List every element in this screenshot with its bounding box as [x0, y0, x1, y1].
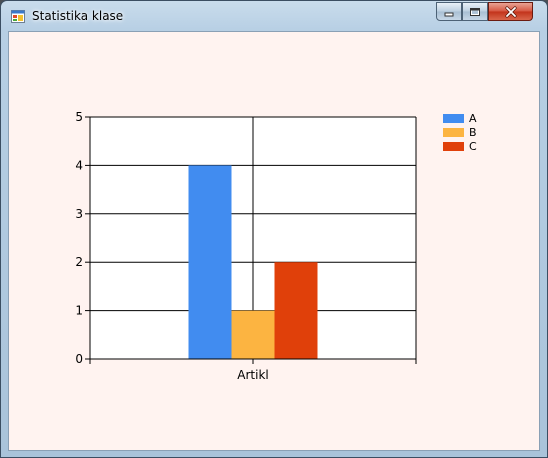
- minimize-icon: [444, 12, 454, 16]
- title-bar[interactable]: Statistika klase: [1, 1, 547, 31]
- y-tick-label: 3: [75, 207, 83, 221]
- maximize-icon: [470, 7, 480, 16]
- legend-label-a: A: [469, 112, 477, 125]
- y-tick-label: 5: [75, 110, 83, 124]
- close-button[interactable]: [488, 2, 533, 21]
- close-icon: [504, 5, 517, 18]
- bar-chart: 0 1 2 3 4 5 Artikl ABC: [75, 110, 477, 382]
- app-window-icon: [11, 10, 25, 23]
- legend-swatch-b: [443, 128, 464, 137]
- maximize-button[interactable]: [462, 2, 488, 21]
- legend-label-c: C: [469, 140, 477, 153]
- legend-swatch-a: [443, 114, 464, 123]
- y-tick-label: 1: [75, 304, 83, 318]
- chart-panel: 0 1 2 3 4 5 Artikl A B C: [8, 31, 540, 451]
- bar-a: [188, 165, 232, 359]
- x-tick-label: Artikl: [237, 368, 268, 382]
- y-tick-label: 0: [75, 352, 83, 366]
- legend-swatch-c: [443, 142, 464, 151]
- y-tick-label: 4: [75, 158, 83, 172]
- bar-c: [274, 262, 318, 359]
- bar-b: [231, 310, 275, 359]
- minimize-button[interactable]: [436, 2, 462, 21]
- window-title: Statistika klase: [32, 9, 124, 23]
- y-tick-label: 2: [75, 255, 83, 269]
- legend-label-b: B: [469, 126, 477, 139]
